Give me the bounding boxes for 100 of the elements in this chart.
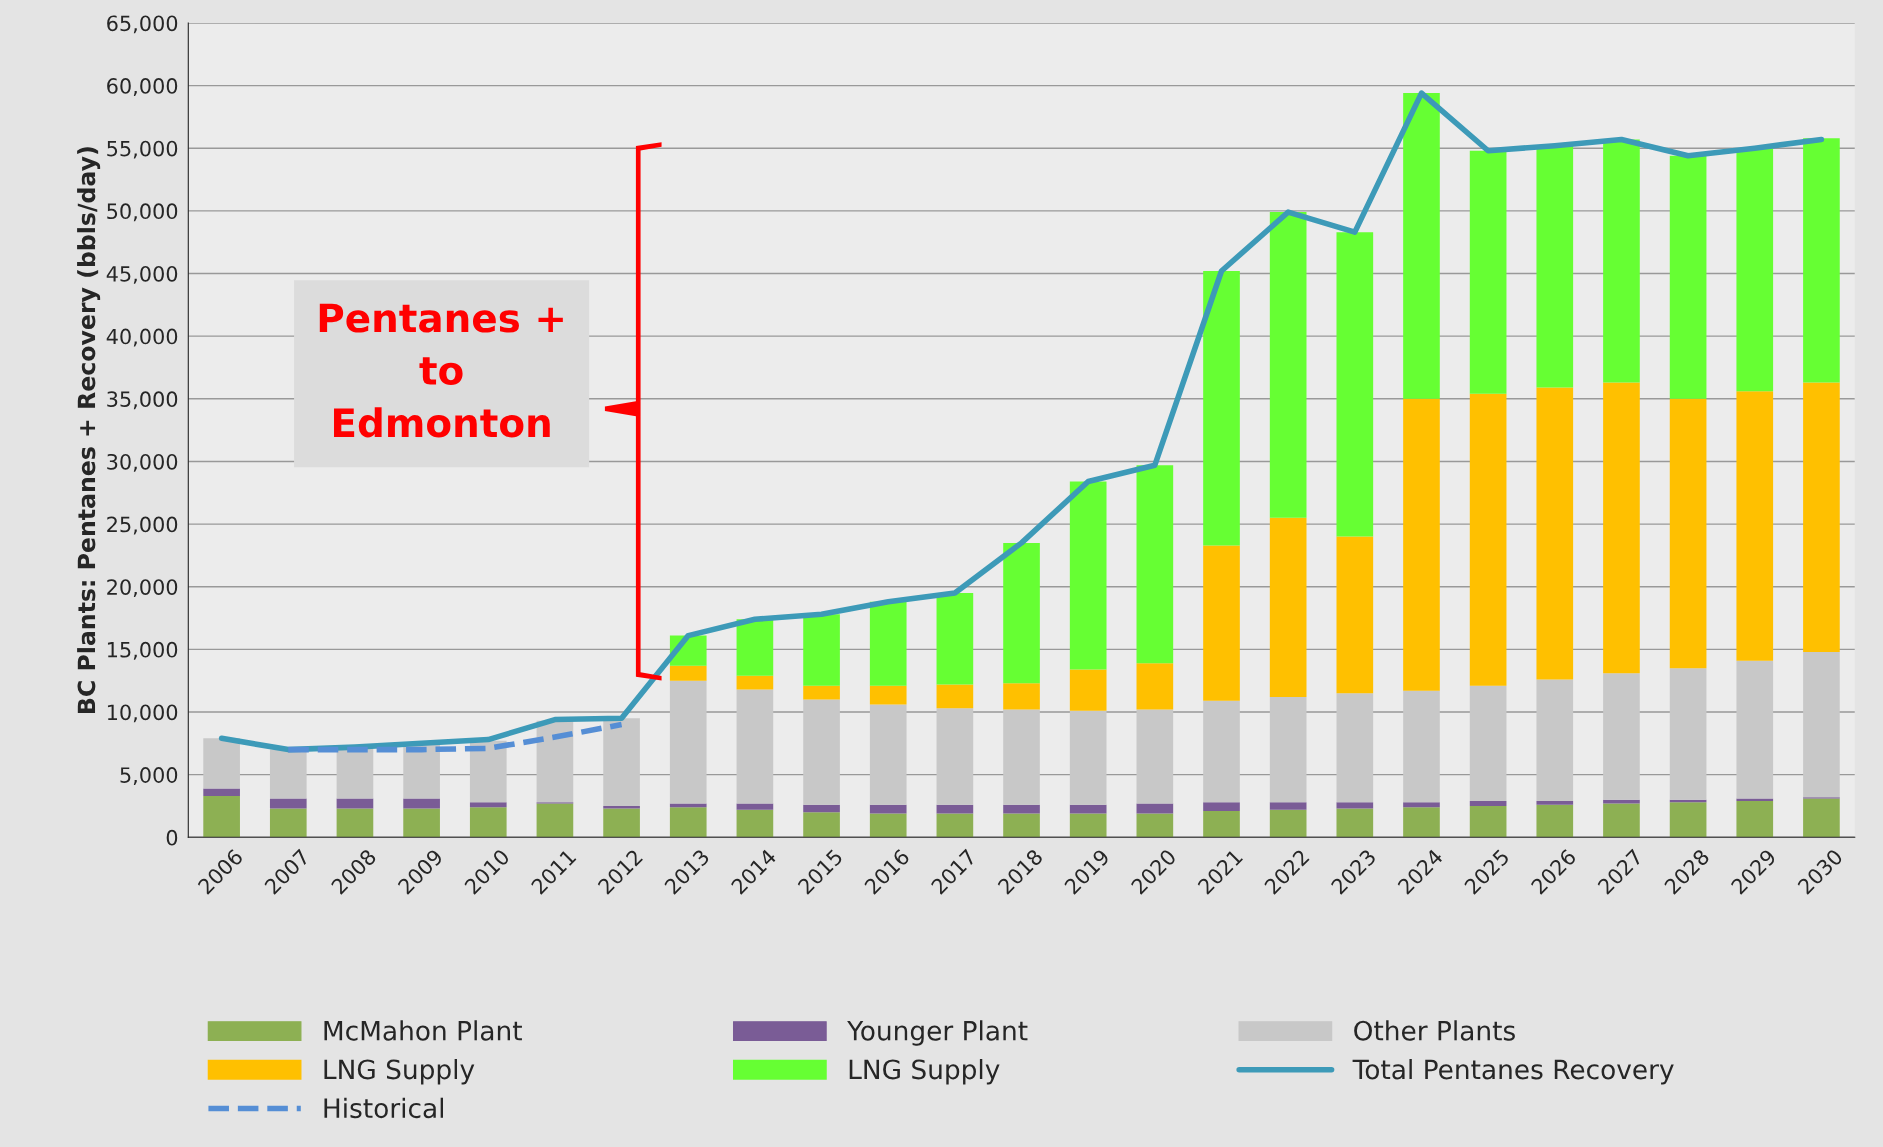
bar bbox=[869, 804, 907, 814]
bar bbox=[1203, 700, 1240, 803]
legend-label: LNG Supply bbox=[324, 1058, 475, 1085]
bar bbox=[536, 720, 574, 803]
y-tick-label: 20,000 bbox=[107, 579, 178, 598]
bar bbox=[803, 685, 840, 700]
bar bbox=[1269, 802, 1307, 810]
bar bbox=[1803, 798, 1840, 838]
y-tick-label: 55,000 bbox=[107, 140, 178, 159]
bar bbox=[1736, 800, 1774, 838]
bar bbox=[669, 807, 707, 838]
bar bbox=[669, 665, 707, 681]
bar bbox=[1536, 387, 1574, 680]
bar bbox=[936, 804, 974, 814]
bar bbox=[869, 813, 907, 838]
bar bbox=[1669, 155, 1707, 399]
bar bbox=[403, 798, 440, 809]
bar bbox=[536, 803, 574, 838]
bar bbox=[269, 798, 307, 809]
bar bbox=[1069, 669, 1107, 711]
bar bbox=[336, 798, 374, 809]
bar bbox=[936, 813, 974, 838]
bar bbox=[1603, 803, 1640, 838]
bar bbox=[1603, 139, 1640, 383]
bar bbox=[1336, 536, 1374, 694]
bar bbox=[1136, 803, 1174, 814]
bar bbox=[1203, 802, 1240, 811]
y-tick-label: 60,000 bbox=[107, 78, 178, 96]
bar bbox=[203, 795, 240, 838]
bar bbox=[736, 619, 774, 676]
bar bbox=[203, 738, 240, 789]
bar bbox=[1136, 663, 1174, 710]
bar bbox=[1736, 798, 1774, 801]
bar bbox=[1069, 804, 1107, 814]
y-tick-label: 0 bbox=[166, 829, 178, 846]
bar bbox=[203, 788, 240, 796]
bar bbox=[1469, 805, 1507, 838]
bar bbox=[1536, 145, 1574, 388]
bar bbox=[269, 808, 307, 838]
bar bbox=[869, 704, 907, 805]
bar bbox=[336, 748, 374, 799]
bar bbox=[936, 684, 974, 709]
y-tick-label: 5,000 bbox=[120, 767, 178, 785]
y-tick-label: 30,000 bbox=[107, 453, 178, 472]
y-tick-label: 40,000 bbox=[106, 328, 178, 347]
bar bbox=[1203, 811, 1240, 838]
bar bbox=[603, 718, 640, 806]
bar bbox=[803, 699, 840, 805]
bar bbox=[1403, 690, 1440, 803]
bar bbox=[869, 685, 907, 705]
bar bbox=[1736, 391, 1774, 661]
bar bbox=[1603, 382, 1640, 674]
legend-label: McMahon Plant bbox=[324, 1020, 522, 1041]
bar bbox=[1003, 813, 1040, 838]
bar bbox=[1803, 651, 1840, 798]
bar bbox=[1403, 802, 1440, 808]
bar bbox=[1736, 148, 1774, 392]
y-tick-label: 35,000 bbox=[107, 391, 178, 410]
bar bbox=[1269, 517, 1307, 697]
bar bbox=[469, 802, 507, 808]
bar bbox=[803, 812, 840, 838]
bar bbox=[803, 614, 840, 686]
bar bbox=[936, 593, 974, 685]
bar bbox=[1403, 93, 1440, 399]
bar bbox=[336, 808, 374, 838]
bar bbox=[1003, 683, 1040, 710]
bar bbox=[1803, 382, 1840, 652]
bar bbox=[1403, 807, 1440, 838]
bar bbox=[1336, 693, 1374, 803]
legend-label: LNG Supply bbox=[849, 1058, 1000, 1085]
bar bbox=[1203, 271, 1240, 546]
bar bbox=[1269, 809, 1307, 838]
bar bbox=[1469, 150, 1507, 394]
bar bbox=[1669, 802, 1707, 838]
bar bbox=[403, 744, 440, 799]
bar bbox=[1536, 679, 1574, 801]
bar bbox=[1736, 660, 1774, 799]
bar bbox=[1069, 710, 1107, 805]
bar bbox=[469, 740, 507, 803]
y-tick-label: 50,000 bbox=[107, 203, 178, 222]
bar bbox=[803, 804, 840, 813]
bar bbox=[1269, 212, 1307, 518]
bar bbox=[1336, 808, 1374, 838]
bar bbox=[1536, 804, 1574, 838]
y-tick-label: 10,000 bbox=[107, 704, 178, 723]
bar bbox=[1003, 542, 1040, 684]
bar bbox=[1136, 813, 1174, 838]
bar bbox=[1136, 709, 1174, 804]
bar bbox=[1603, 673, 1640, 800]
bar bbox=[1203, 545, 1240, 701]
bar bbox=[403, 808, 440, 838]
bar bbox=[1003, 804, 1040, 814]
bar bbox=[736, 803, 774, 810]
bar bbox=[1336, 802, 1374, 809]
bar bbox=[736, 675, 774, 690]
bar bbox=[1469, 393, 1507, 686]
bar bbox=[669, 680, 707, 804]
bar bbox=[1136, 465, 1174, 664]
y-axis-title: BC Plants: Pentanes + Recovery (bbls/day) bbox=[77, 147, 101, 713]
bar bbox=[1669, 668, 1707, 800]
